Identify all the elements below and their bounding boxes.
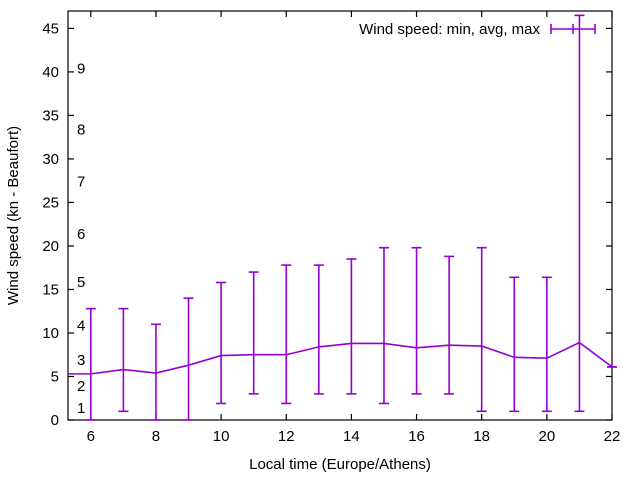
x-tick-label: 14 bbox=[343, 428, 360, 445]
y-tick-label: 5 bbox=[51, 368, 59, 385]
y-tick-label: 45 bbox=[42, 20, 59, 37]
x-tick-label: 12 bbox=[278, 428, 295, 445]
beaufort-scale-label: 7 bbox=[77, 174, 85, 191]
y-tick-label: 40 bbox=[42, 64, 59, 81]
error-bars-group bbox=[85, 14, 617, 421]
beaufort-scale-label: 1 bbox=[77, 400, 85, 417]
y-tick-label: 30 bbox=[42, 151, 59, 168]
beaufort-scale-label: 6 bbox=[77, 226, 85, 243]
legend-label: Wind speed: min, avg, max bbox=[359, 21, 540, 38]
beaufort-scale-label: 4 bbox=[77, 317, 85, 334]
beaufort-scale-label: 3 bbox=[77, 352, 85, 369]
y-tick-label: 25 bbox=[42, 194, 59, 211]
x-tick-label: 20 bbox=[539, 428, 556, 445]
x-tick-label: 10 bbox=[213, 428, 230, 445]
y-tick-label: 20 bbox=[42, 238, 59, 255]
y-tick-label: 35 bbox=[42, 107, 59, 124]
x-tick-label: 18 bbox=[473, 428, 490, 445]
beaufort-scale-label: 9 bbox=[77, 61, 85, 78]
y-tick-label: 15 bbox=[42, 281, 59, 298]
y-axis-title: Wind speed (kn - Beaufort) bbox=[5, 126, 22, 305]
x-tick-label: 6 bbox=[87, 428, 95, 445]
y-tick-label: 10 bbox=[42, 325, 59, 342]
x-tick-label: 22 bbox=[604, 428, 621, 445]
y-tick-label: 0 bbox=[51, 412, 59, 429]
x-tick-label: 8 bbox=[152, 428, 160, 445]
beaufort-scale-label: 2 bbox=[77, 378, 85, 395]
x-tick-label: 16 bbox=[408, 428, 425, 445]
average-wind-speed-line bbox=[68, 341, 613, 375]
beaufort-scale-label: 5 bbox=[77, 274, 85, 291]
beaufort-scale-label: 8 bbox=[77, 121, 85, 138]
plot-border bbox=[67, 10, 613, 421]
x-axis-title: Local time (Europe/Athens) bbox=[249, 456, 431, 473]
legend-sample-icon bbox=[550, 24, 596, 34]
